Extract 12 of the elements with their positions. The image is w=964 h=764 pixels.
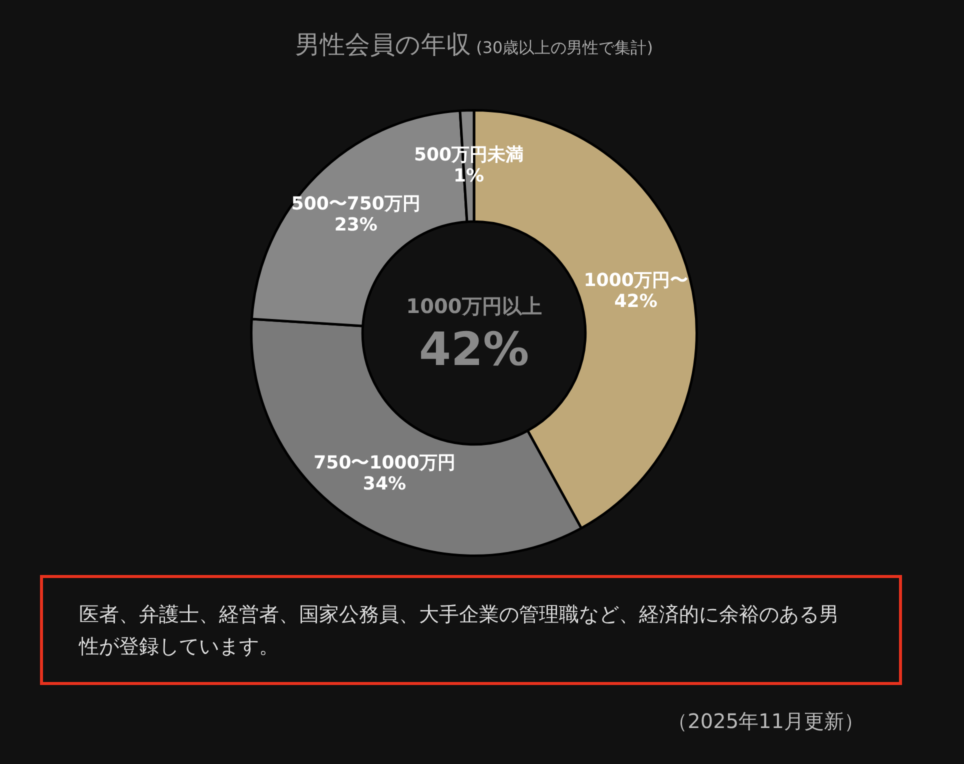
- data-label: 34%: [362, 474, 406, 495]
- text: 1000万円以上: [406, 294, 542, 318]
- slice-label: 750〜1000万円: [314, 452, 456, 474]
- data-label: 23%: [334, 214, 378, 236]
- slice-label: 500〜750万円: [291, 194, 420, 215]
- chart-subtitle: (30歳以上の男性で集計): [475, 38, 653, 57]
- text: （2025年11月更新）: [668, 708, 864, 735]
- chart-title: 男性会員の年収: [295, 30, 472, 59]
- slice-label: 1000万円〜: [584, 270, 688, 292]
- data-label: 42%: [614, 291, 658, 312]
- text: 医者、弁護士、経営者、国家公務員、大手企業の管理職など、経済的に余裕のある男性が登録しています。: [40, 575, 902, 685]
- text: 42%: [418, 322, 530, 376]
